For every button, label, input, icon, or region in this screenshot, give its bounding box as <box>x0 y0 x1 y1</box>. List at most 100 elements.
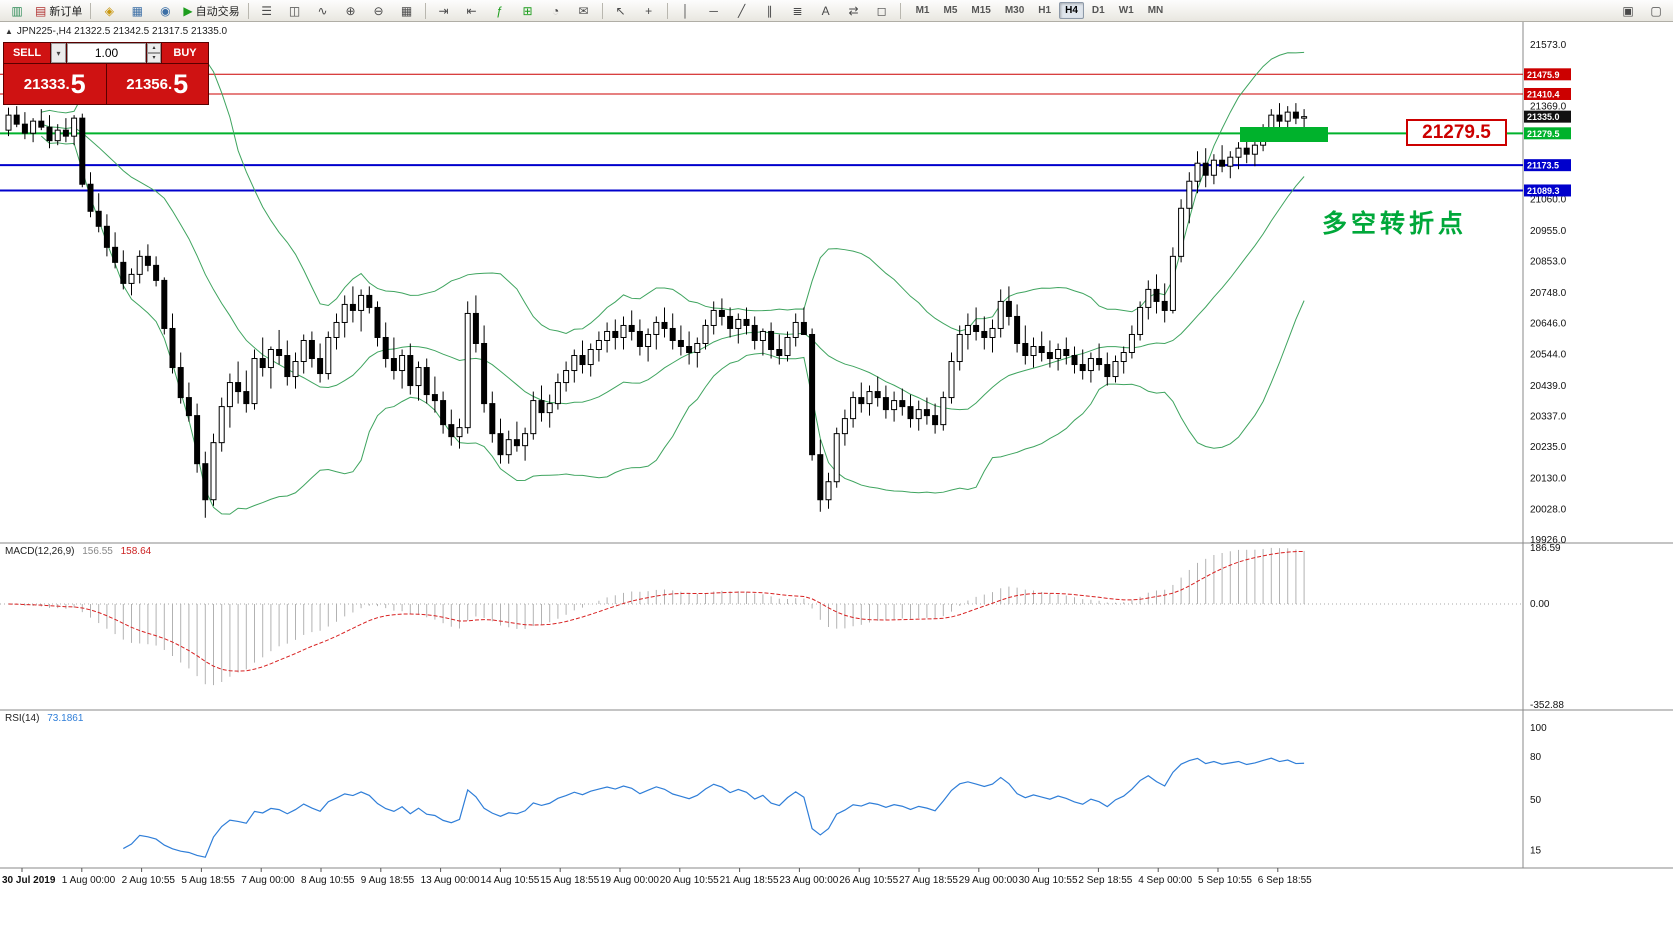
rsi-value: 73.1861 <box>47 713 84 724</box>
rsi-indicator-label: RSI(14) 73.1861 <box>5 713 83 724</box>
svg-text:20130.0: 20130.0 <box>1530 474 1567 485</box>
zoom-out-icon-glyph: ⊖ <box>373 3 384 18</box>
highlight-rect[interactable] <box>1240 127 1328 142</box>
buy-price[interactable]: 21356. 5 <box>106 64 208 104</box>
zoom-in-icon-glyph: ⊕ <box>345 3 356 18</box>
symbol-ohlc-line: ▲ JPN225-,H4 21322.5 21342.5 21317.5 213… <box>5 26 227 37</box>
svg-text:20 Aug 10:55: 20 Aug 10:55 <box>660 875 719 886</box>
svg-text:21060.0: 21060.0 <box>1530 194 1567 205</box>
price-badge <box>1524 127 1571 140</box>
shapes-icon[interactable]: ◻ <box>869 1 895 21</box>
fibonacci-icon[interactable]: ≣ <box>785 1 811 21</box>
lot-increase-button[interactable]: ▴ <box>147 43 161 53</box>
charts-grid-icon[interactable]: ▦ <box>124 1 150 21</box>
lot-size-input[interactable] <box>67 43 146 63</box>
zoom-out-icon[interactable]: ⊖ <box>366 1 392 21</box>
timeframe-h1[interactable]: H1 <box>1038 5 1052 16</box>
macd-axis: 186.59 0.00 -352.88 <box>1530 543 1564 711</box>
text-label-icon[interactable]: A <box>813 1 839 21</box>
svg-text:21089.3: 21089.3 <box>1527 186 1560 196</box>
macd-value-signal: 158.64 <box>120 546 152 557</box>
sell-price[interactable]: 21333. 5 <box>4 64 106 104</box>
highlight-zone[interactable] <box>1240 127 1328 142</box>
bollinger-lower <box>40 135 1305 515</box>
arrows-icon-glyph: ⇄ <box>848 3 859 18</box>
window-new-icon-glyph: ▢ <box>1650 3 1662 18</box>
indicators-icon[interactable]: ƒ <box>487 1 513 21</box>
arrows-icon[interactable]: ⇄ <box>841 1 867 21</box>
candlestick-chart-icon-glyph: ◫ <box>288 3 301 18</box>
timeframe-h4[interactable]: H4 <box>1059 2 1084 19</box>
auto-scroll-icon[interactable]: ⇥ <box>431 1 457 21</box>
svg-text:21573.0: 21573.0 <box>1530 40 1567 51</box>
svg-text:8 Aug 10:55: 8 Aug 10:55 <box>301 875 355 886</box>
chart-icon[interactable]: ▥ <box>4 1 30 21</box>
price-badge <box>1524 110 1571 123</box>
svg-text:-352.88: -352.88 <box>1530 700 1564 711</box>
horizontal-line-icon[interactable]: ─ <box>701 1 727 21</box>
new-order-button[interactable]: ▤ 新订单 <box>32 1 85 21</box>
vertical-line-icon[interactable]: │ <box>673 1 699 21</box>
fibonacci-icon-glyph: ≣ <box>792 3 803 18</box>
one-click-top-row: SELL ▾ ▴ ▾ BUY <box>4 43 208 63</box>
auto-trading-button-label: 自动交易 <box>195 5 240 18</box>
trendline-icon[interactable]: ╱ <box>729 1 755 21</box>
candlestick-chart-icon[interactable]: ◫ <box>282 1 308 21</box>
zoom-in-icon[interactable]: ⊕ <box>338 1 364 21</box>
sell-button[interactable]: SELL <box>4 43 50 63</box>
channel-icon[interactable]: ∥ <box>757 1 783 21</box>
svg-text:14 Aug 10:55: 14 Aug 10:55 <box>480 875 539 886</box>
svg-text:15 Aug 18:55: 15 Aug 18:55 <box>540 875 599 886</box>
window-restore-icon[interactable]: ▣ <box>1615 1 1641 21</box>
oct-collapse-icon[interactable]: ▲ <box>5 27 13 36</box>
chart-shift-icon[interactable]: ⇤ <box>459 1 485 21</box>
oct-dropdown-button[interactable]: ▾ <box>51 43 66 63</box>
svg-text:5 Aug 18:55: 5 Aug 18:55 <box>181 875 235 886</box>
time-axis[interactable]: 30 Jul 2019 1 Aug 00:00 2 Aug 10:55 5 Aug 1… <box>2 868 1312 886</box>
svg-text:1 Aug 00:00: 1 Aug 00:00 <box>62 875 116 886</box>
timeframe-m15[interactable]: M15 <box>971 5 991 16</box>
svg-text:20748.0: 20748.0 <box>1530 288 1567 299</box>
timeframe-m5[interactable]: M5 <box>943 5 958 16</box>
templates-icon[interactable]: ✉ <box>571 1 597 21</box>
timeframe-m1[interactable]: M1 <box>915 5 930 16</box>
svg-text:20235.0: 20235.0 <box>1530 442 1567 453</box>
bar-chart-icon[interactable]: ☰ <box>254 1 280 21</box>
add-indicator-icon[interactable]: ⊞ <box>515 1 541 21</box>
macd-indicator-label: MACD(12,26,9) 156.55 158.64 <box>5 546 151 557</box>
crosshair-icon[interactable]: + <box>636 1 662 21</box>
timeframe-mn[interactable]: MN <box>1147 5 1164 16</box>
add-indicator-icon-glyph: ⊞ <box>522 3 533 18</box>
price-axis: 21573.0 21369.0 21060.0 20955.0 20853.0 20748… <box>1524 40 1571 546</box>
svg-text:5 Sep 10:55: 5 Sep 10:55 <box>1198 875 1252 886</box>
chevron-down-icon: ▾ <box>56 48 61 58</box>
svg-text:20955.0: 20955.0 <box>1530 226 1567 237</box>
timeframe-d1[interactable]: D1 <box>1091 5 1105 16</box>
window-new-icon[interactable]: ▢ <box>1643 1 1669 21</box>
svg-text:21369.0: 21369.0 <box>1530 101 1567 112</box>
price-pip-digit: 5 <box>70 68 86 99</box>
cursor-icon[interactable]: ↖ <box>608 1 634 21</box>
profiles-icon[interactable]: ◈ <box>96 1 122 21</box>
shapes-icon-glyph: ◻ <box>876 3 887 18</box>
macd-value-main: 156.55 <box>82 546 113 557</box>
symbol-ohlc-text: JPN225-,H4 21322.5 21342.5 21317.5 21335… <box>16 26 228 37</box>
price-badge <box>1524 68 1571 81</box>
tile-windows-icon[interactable]: ▦ <box>394 1 420 21</box>
line-chart-icon[interactable]: ∿ <box>310 1 336 21</box>
lot-decrease-button[interactable]: ▾ <box>147 53 161 63</box>
periods-icon[interactable]: ◔ <box>543 1 569 21</box>
window-restore-icon-glyph: ▣ <box>1622 3 1634 18</box>
timeframe-toolbar: M1 M5 M15 M30 H1 H4 D1 W1 MN <box>909 2 1171 19</box>
candles <box>5 103 1308 518</box>
auto-trading-button[interactable]: ▶ 自动交易 <box>180 1 242 21</box>
toolbar-separator <box>247 2 249 19</box>
timeframe-m30[interactable]: M30 <box>1004 5 1025 16</box>
market-watch-icon[interactable]: ◉ <box>152 1 178 21</box>
timeframe-w1[interactable]: W1 <box>1118 5 1134 16</box>
svg-text:21475.9: 21475.9 <box>1527 70 1560 80</box>
svg-text:20028.0: 20028.0 <box>1530 504 1567 515</box>
buy-button[interactable]: BUY <box>162 43 208 63</box>
chart-shift-icon-glyph: ⇤ <box>466 3 477 18</box>
